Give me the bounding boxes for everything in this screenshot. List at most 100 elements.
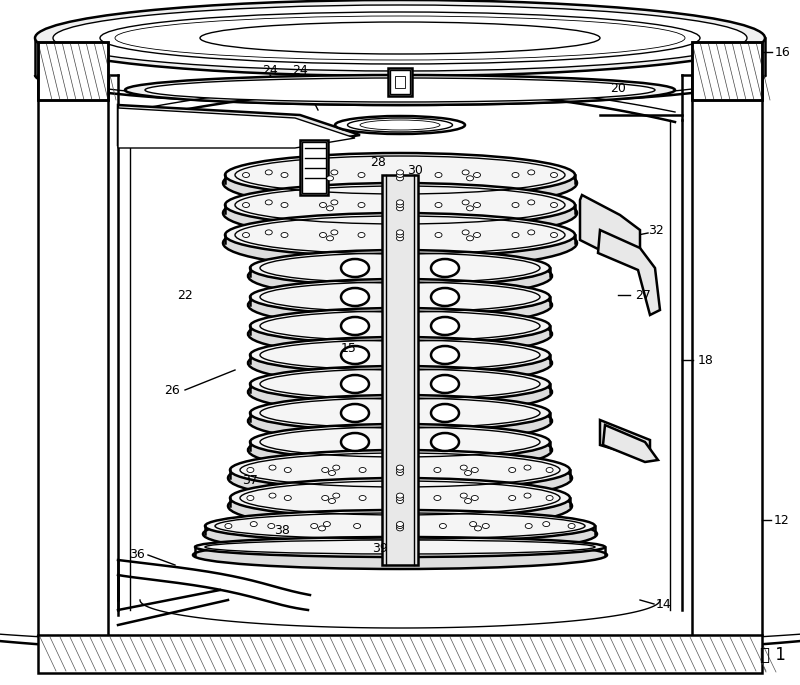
Text: 28: 28 (370, 155, 386, 169)
Ellipse shape (431, 346, 459, 364)
Ellipse shape (397, 523, 403, 529)
Ellipse shape (434, 467, 441, 473)
Ellipse shape (397, 526, 403, 531)
Text: 30: 30 (407, 164, 423, 177)
Ellipse shape (223, 187, 577, 239)
Ellipse shape (225, 523, 232, 529)
Ellipse shape (242, 232, 250, 238)
Ellipse shape (284, 467, 291, 473)
Ellipse shape (341, 433, 369, 451)
Ellipse shape (397, 203, 403, 208)
Ellipse shape (474, 203, 481, 208)
Ellipse shape (248, 370, 552, 414)
Ellipse shape (281, 173, 288, 177)
Text: 18: 18 (698, 353, 714, 366)
Ellipse shape (397, 465, 403, 470)
Ellipse shape (250, 250, 550, 286)
Ellipse shape (470, 521, 477, 527)
Ellipse shape (323, 521, 330, 527)
Ellipse shape (266, 170, 272, 175)
Polygon shape (598, 230, 660, 315)
Ellipse shape (397, 236, 403, 241)
Text: 26: 26 (164, 384, 180, 397)
Text: 12: 12 (774, 514, 790, 527)
Ellipse shape (333, 493, 340, 498)
Ellipse shape (466, 176, 474, 181)
Ellipse shape (228, 482, 572, 530)
Ellipse shape (512, 173, 519, 177)
Ellipse shape (397, 170, 403, 175)
Ellipse shape (546, 495, 553, 501)
Ellipse shape (358, 232, 365, 238)
Ellipse shape (266, 230, 272, 235)
Ellipse shape (347, 118, 453, 132)
Ellipse shape (281, 203, 288, 208)
Ellipse shape (326, 206, 334, 211)
Ellipse shape (524, 465, 531, 470)
Ellipse shape (248, 341, 552, 385)
Ellipse shape (466, 236, 474, 241)
Ellipse shape (550, 203, 558, 208)
Ellipse shape (248, 312, 552, 356)
Ellipse shape (326, 236, 334, 241)
Ellipse shape (228, 454, 572, 502)
Ellipse shape (250, 424, 550, 460)
Ellipse shape (331, 200, 338, 205)
Ellipse shape (528, 230, 534, 235)
Ellipse shape (200, 22, 600, 54)
Ellipse shape (269, 465, 276, 470)
Ellipse shape (482, 523, 490, 529)
Ellipse shape (268, 523, 275, 529)
Ellipse shape (319, 203, 326, 208)
Ellipse shape (397, 176, 403, 181)
Ellipse shape (322, 495, 329, 501)
Ellipse shape (358, 203, 365, 208)
Ellipse shape (550, 232, 558, 238)
Ellipse shape (247, 495, 254, 501)
Ellipse shape (53, 5, 747, 71)
Ellipse shape (431, 433, 459, 451)
Bar (390, 70, 410, 94)
Ellipse shape (333, 465, 340, 470)
Ellipse shape (542, 521, 550, 527)
Ellipse shape (512, 203, 519, 208)
Ellipse shape (397, 471, 403, 475)
Ellipse shape (247, 467, 254, 473)
Ellipse shape (329, 471, 335, 475)
Ellipse shape (225, 183, 575, 227)
Ellipse shape (359, 467, 366, 473)
Text: 27: 27 (635, 288, 651, 301)
Ellipse shape (526, 523, 532, 529)
Ellipse shape (359, 495, 366, 501)
Ellipse shape (242, 203, 250, 208)
Ellipse shape (341, 404, 369, 422)
Ellipse shape (474, 526, 482, 531)
Ellipse shape (230, 478, 570, 518)
Polygon shape (580, 195, 640, 260)
Ellipse shape (203, 514, 597, 554)
Ellipse shape (115, 16, 685, 60)
Ellipse shape (354, 523, 361, 529)
Text: 16: 16 (775, 45, 790, 58)
Ellipse shape (341, 288, 369, 306)
Ellipse shape (35, 0, 765, 76)
Ellipse shape (319, 232, 326, 238)
Text: 20: 20 (610, 82, 626, 95)
Ellipse shape (248, 399, 552, 443)
Ellipse shape (460, 493, 467, 498)
Ellipse shape (397, 495, 403, 501)
Text: 图 1: 图 1 (760, 646, 786, 664)
Ellipse shape (322, 467, 329, 473)
Polygon shape (118, 105, 360, 145)
Ellipse shape (223, 217, 577, 269)
Text: 24: 24 (292, 64, 308, 77)
Ellipse shape (145, 78, 655, 102)
Bar (300, 140, 328, 195)
Ellipse shape (225, 213, 575, 257)
Text: 38: 38 (274, 523, 290, 536)
Ellipse shape (474, 173, 481, 177)
Ellipse shape (284, 495, 291, 501)
Ellipse shape (397, 493, 403, 498)
Ellipse shape (474, 232, 481, 238)
Ellipse shape (397, 173, 403, 177)
